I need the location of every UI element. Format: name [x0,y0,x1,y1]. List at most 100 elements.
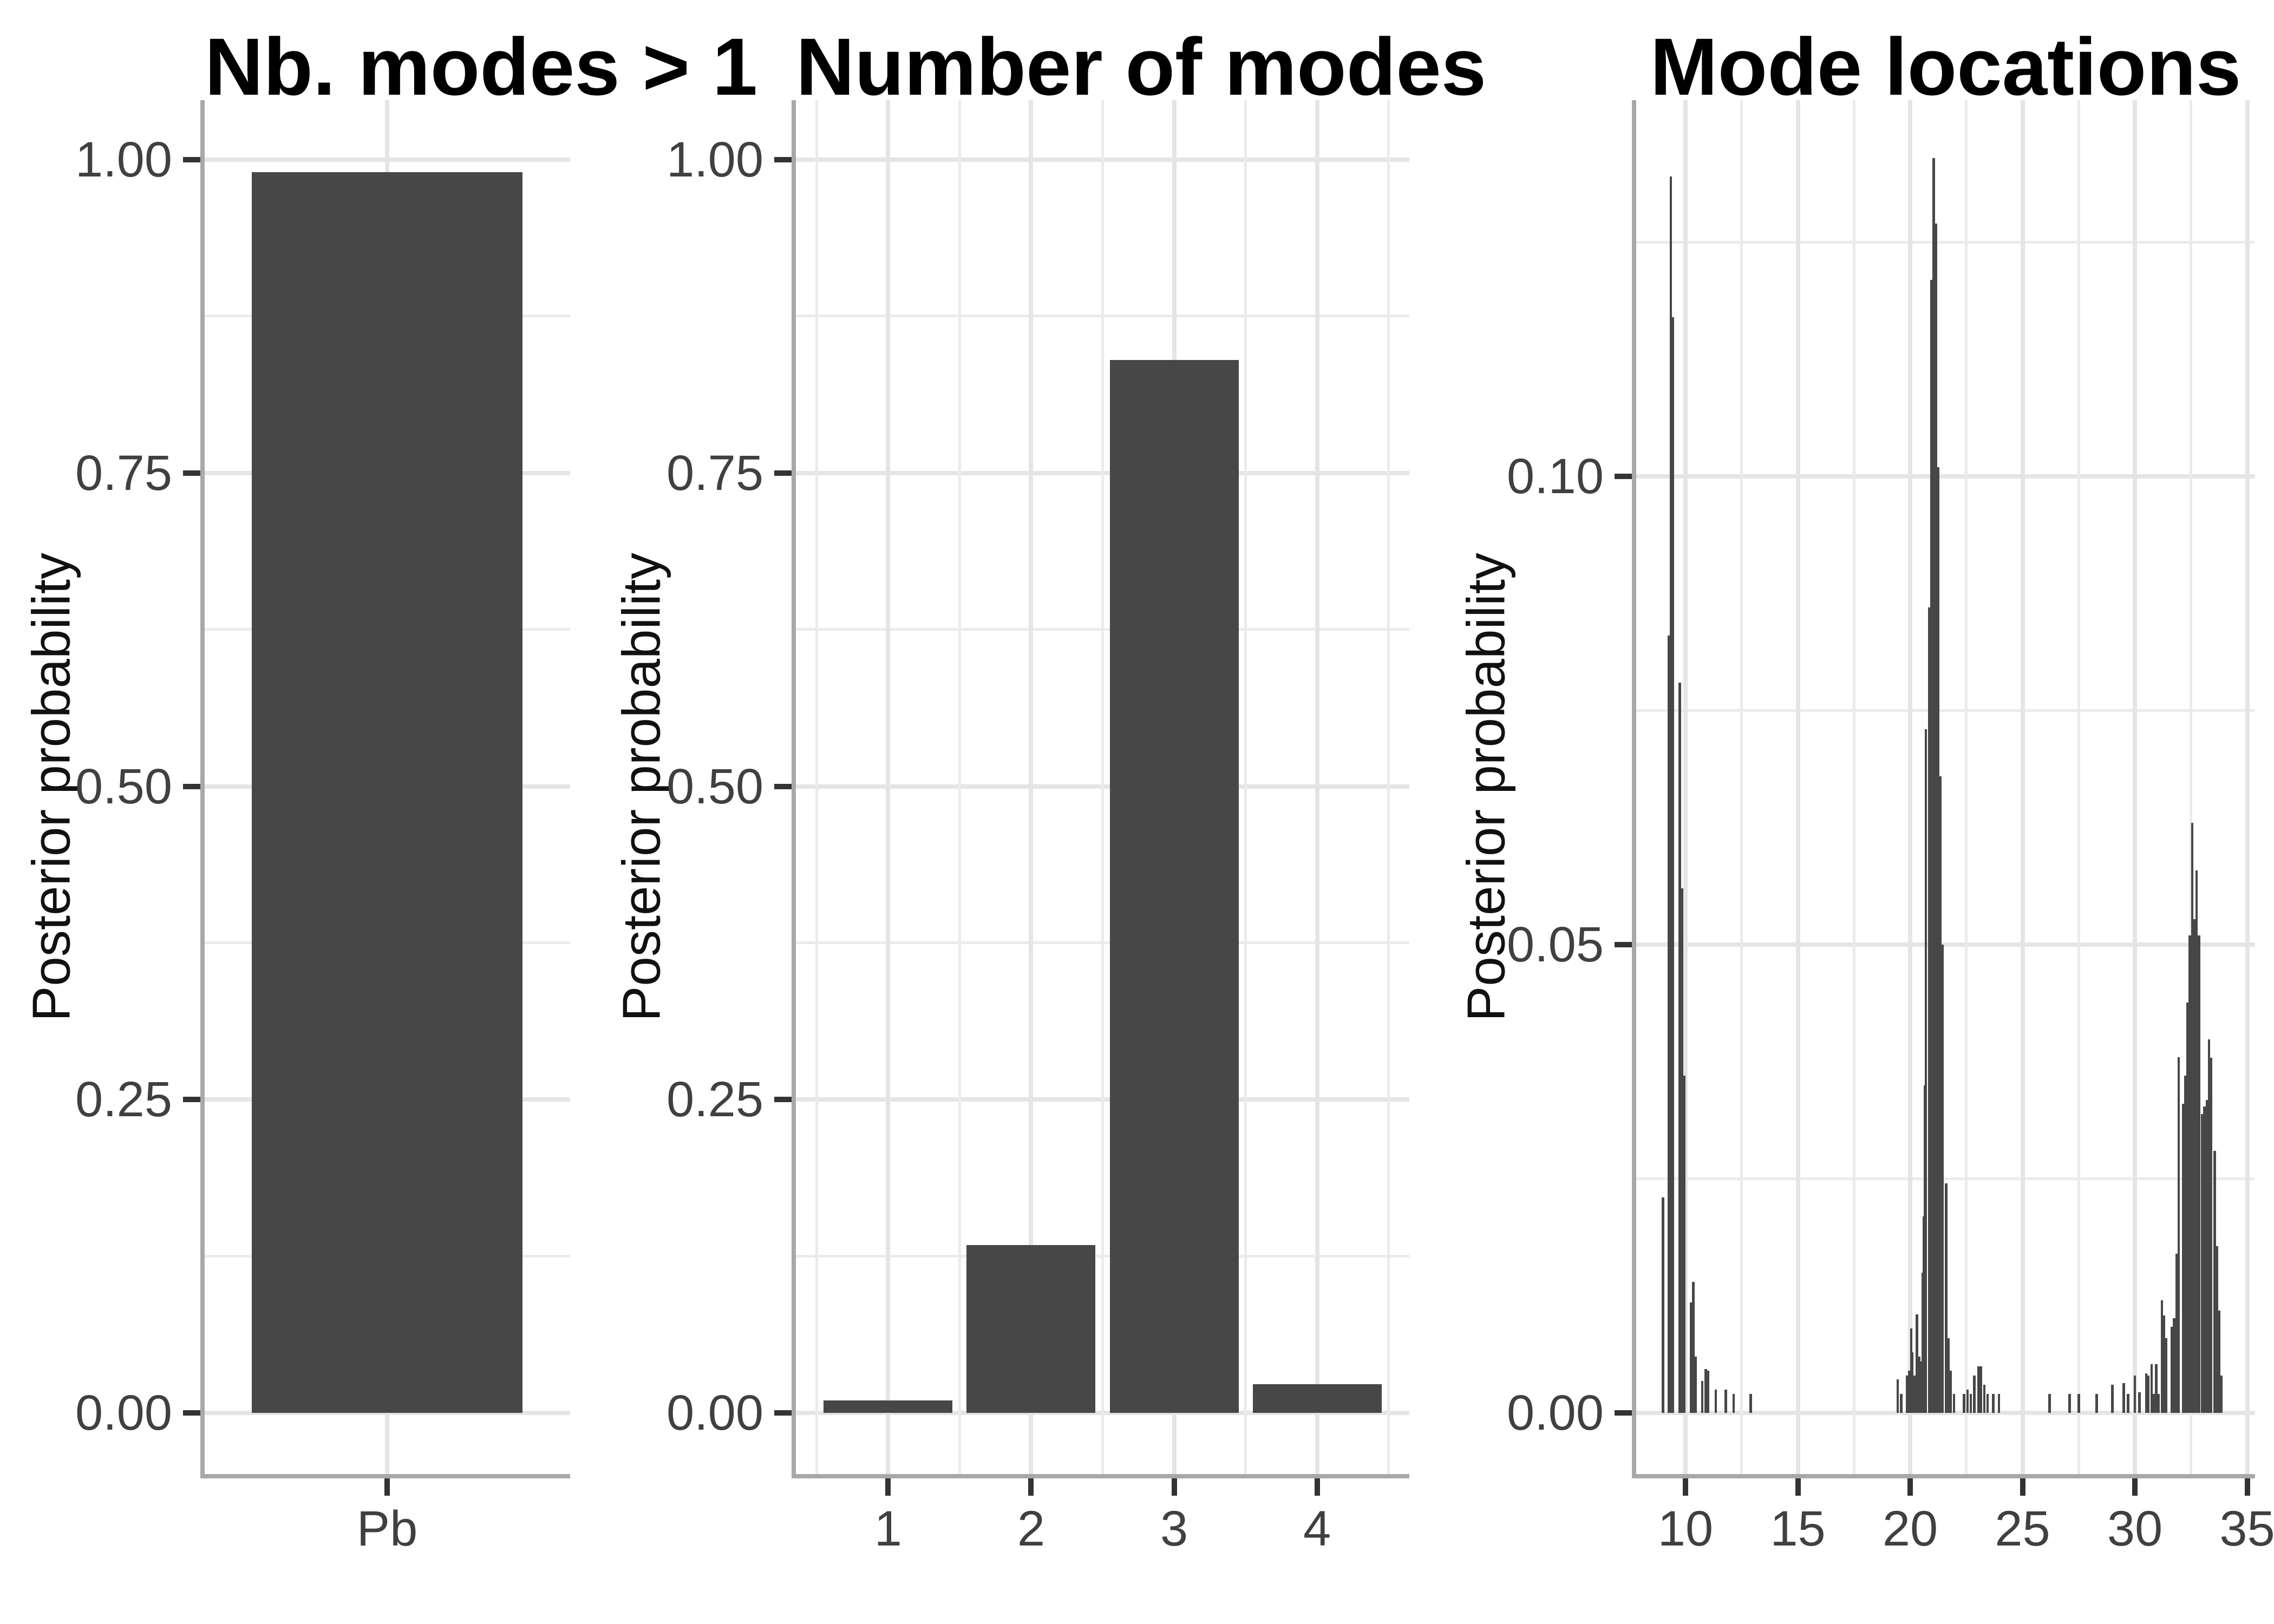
gridline-x-minor [1965,100,1968,1474]
x-tick-mark [1907,1478,1913,1496]
y-tick-mark [183,157,200,162]
gridline-x-major [2133,100,2137,1474]
gridline-x-minor [958,100,961,1474]
x-tick-label: 20 [1882,1501,1938,1556]
histogram-bar [2213,1150,2216,1413]
histogram-bar [2145,1373,2147,1413]
gridline-x-major [1315,100,1319,1474]
histogram-bar [1986,1394,1989,1413]
histogram-bar [2068,1394,2071,1413]
x-tick-label: 35 [2219,1501,2274,1556]
y-tick-mark [774,157,792,162]
x-tick-label: 10 [1657,1501,1714,1556]
gridline-x-minor [1740,100,1743,1474]
y-tick-mark [183,783,200,789]
gridline-y-minor [1636,240,2255,244]
x-tick-mark [2132,1478,2138,1496]
panel1-title: Nb. modes > 1 [205,21,758,112]
histogram-bar [1707,1371,1709,1413]
histogram-bar [1694,1357,1697,1413]
histogram-bar [1939,776,1942,1413]
y-tick-label: 1.00 [75,132,172,187]
histogram-bar [1683,1076,1686,1413]
histogram-bar [1973,1375,1976,1413]
histogram-bar [2218,1311,2220,1413]
bar-Pb [252,172,522,1413]
histogram-bar [1932,158,1935,1413]
histogram-bar [1997,1394,2001,1413]
y-tick-mark [1615,474,1632,479]
histogram-bar [1690,1302,1693,1413]
gridline-x-major [2020,100,2025,1474]
gridline-x-minor [2190,100,2193,1474]
histogram-bar [1905,1375,1909,1413]
histogram-bar [2111,1385,2114,1413]
x-tick-label: 4 [1303,1501,1331,1556]
y-tick-mark [774,1097,792,1103]
histogram-bar [2077,1394,2080,1413]
y-tick-mark [183,1410,200,1416]
y-tick-label: 0.00 [666,1385,763,1440]
histogram-bar [1671,317,1675,1413]
histogram-bar [2203,1106,2206,1413]
histogram-bar [2138,1392,2141,1413]
gridline-y-minor [1636,709,2255,712]
x-tick-label: 15 [1770,1501,1826,1556]
histogram-bar [2220,1375,2223,1413]
x-axis-line [200,1474,570,1478]
y-tick-mark [183,1097,200,1103]
histogram-bar [1979,1366,1982,1413]
x-tick-mark [885,1478,891,1496]
histogram-bar [2165,1338,2168,1413]
y-tick-label: 0.50 [666,758,763,814]
histogram-bar [2147,1375,2150,1413]
x-tick-mark [1028,1478,1034,1496]
histogram-bar [1678,682,1681,1413]
bar-2 [966,1245,1096,1413]
histogram-bar [2095,1394,2098,1413]
gridline-x-major [1795,100,1800,1474]
histogram-bar [1952,1394,1956,1413]
y-tick-label: 0.75 [666,445,763,501]
histogram-bar [1681,888,1684,1413]
x-axis-line [1632,1474,2255,1478]
histogram-bar [2207,1039,2211,1413]
histogram-bar [2122,1383,2125,1413]
histogram-bar [1949,1371,1952,1413]
histogram-bar [2177,1057,2180,1413]
histogram-bar [2157,1394,2160,1413]
gridline-x-major [1683,100,1688,1474]
x-tick-label: Pb [356,1501,418,1556]
bar-3 [1109,360,1239,1413]
x-tick-mark [1795,1478,1801,1496]
histogram-bar [1924,729,1927,1413]
gridline-y-major [1636,1411,2255,1415]
histogram-bar [2153,1394,2155,1413]
histogram-bar [1913,1375,1916,1413]
histogram-bar [1911,1352,1914,1413]
histogram-bar [2160,1300,2164,1413]
histogram-bar [1966,1389,1969,1413]
histogram-bar [2155,1364,2158,1413]
y-tick-label: 0.10 [1506,449,1604,504]
x-tick-mark [1683,1478,1688,1496]
histogram-bar [1704,1368,1707,1413]
y-tick-label: 0.05 [1506,917,1604,972]
y-tick-mark [183,470,200,476]
histogram-bar [1907,1371,1911,1413]
histogram-bar [1667,636,1670,1413]
histogram-bar [1983,1385,1986,1413]
gridline-x-minor [1852,100,1855,1474]
histogram-bar [1749,1394,1752,1413]
histogram-bar [1669,176,1672,1413]
y-tick-label: 1.00 [666,132,763,187]
histogram-bar [2216,1246,2218,1413]
histogram-bar [2193,919,2196,1413]
histogram-bar [2133,1375,2136,1413]
x-tick-label: 1 [874,1501,902,1556]
histogram-bar [2205,1100,2208,1413]
histogram-bar [1941,945,1944,1413]
gridline-x-minor [1244,100,1247,1474]
histogram-bar [2201,1114,2204,1413]
